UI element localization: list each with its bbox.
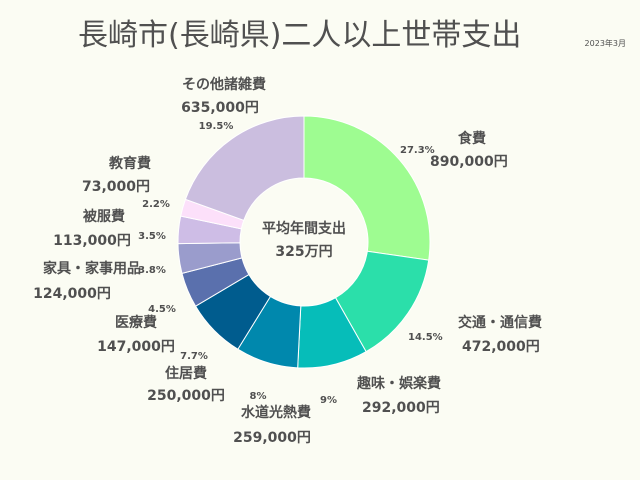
slice-name-0: 食費 — [458, 130, 486, 147]
slice-9 — [184, 115, 305, 221]
center-label-line2: 325万円 — [275, 244, 332, 260]
center-label-line1: 平均年間支出 — [262, 220, 346, 237]
slice-percent-3: 8% — [250, 391, 267, 402]
slice-percent-9: 19.5% — [199, 121, 234, 132]
slice-percent-1: 14.5% — [408, 332, 443, 343]
slice-name-1: 交通・通信費 — [458, 314, 542, 331]
slice-value-1: 472,000円 — [462, 339, 540, 355]
slice-value-3: 259,000円 — [233, 430, 311, 446]
slice-value-6: 124,000円 — [33, 286, 111, 302]
slice-name-2: 趣味・娯楽費 — [356, 375, 441, 392]
slice-value-2: 292,000円 — [362, 400, 440, 416]
slice-percent-7: 3.5% — [138, 231, 166, 242]
slice-value-4: 250,000円 — [147, 388, 225, 404]
slice-percent-6: 3.8% — [138, 265, 166, 276]
slice-0 — [303, 115, 431, 261]
slice-percent-5: 4.5% — [148, 304, 176, 315]
chart-title: 長崎市(長崎県)二人以上世帯支出 — [78, 18, 522, 53]
slice-percent-2: 9% — [320, 395, 337, 406]
slice-name-6: 家具・家事用品 — [43, 260, 141, 277]
slice-percent-0: 27.3% — [400, 145, 435, 156]
slice-name-7: 被服費 — [83, 208, 125, 225]
slice-value-8: 73,000円 — [82, 179, 150, 195]
slice-value-0: 890,000円 — [430, 154, 508, 170]
slice-value-5: 147,000円 — [97, 339, 175, 355]
slice-name-5: 医療費 — [115, 314, 157, 331]
slice-name-9: その他諸雑費 — [182, 76, 266, 93]
slice-value-7: 113,000円 — [53, 233, 131, 249]
slice-name-3: 水道光熱費 — [241, 404, 311, 421]
slice-percent-4: 7.7% — [180, 351, 208, 362]
slice-percent-8: 2.2% — [142, 199, 170, 210]
chart-date: 2023年3月 — [584, 39, 626, 48]
donut-slices — [177, 115, 431, 369]
slice-value-9: 635,000円 — [181, 100, 259, 116]
slice-name-4: 住居費 — [165, 365, 207, 382]
slice-name-8: 教育費 — [109, 155, 151, 172]
